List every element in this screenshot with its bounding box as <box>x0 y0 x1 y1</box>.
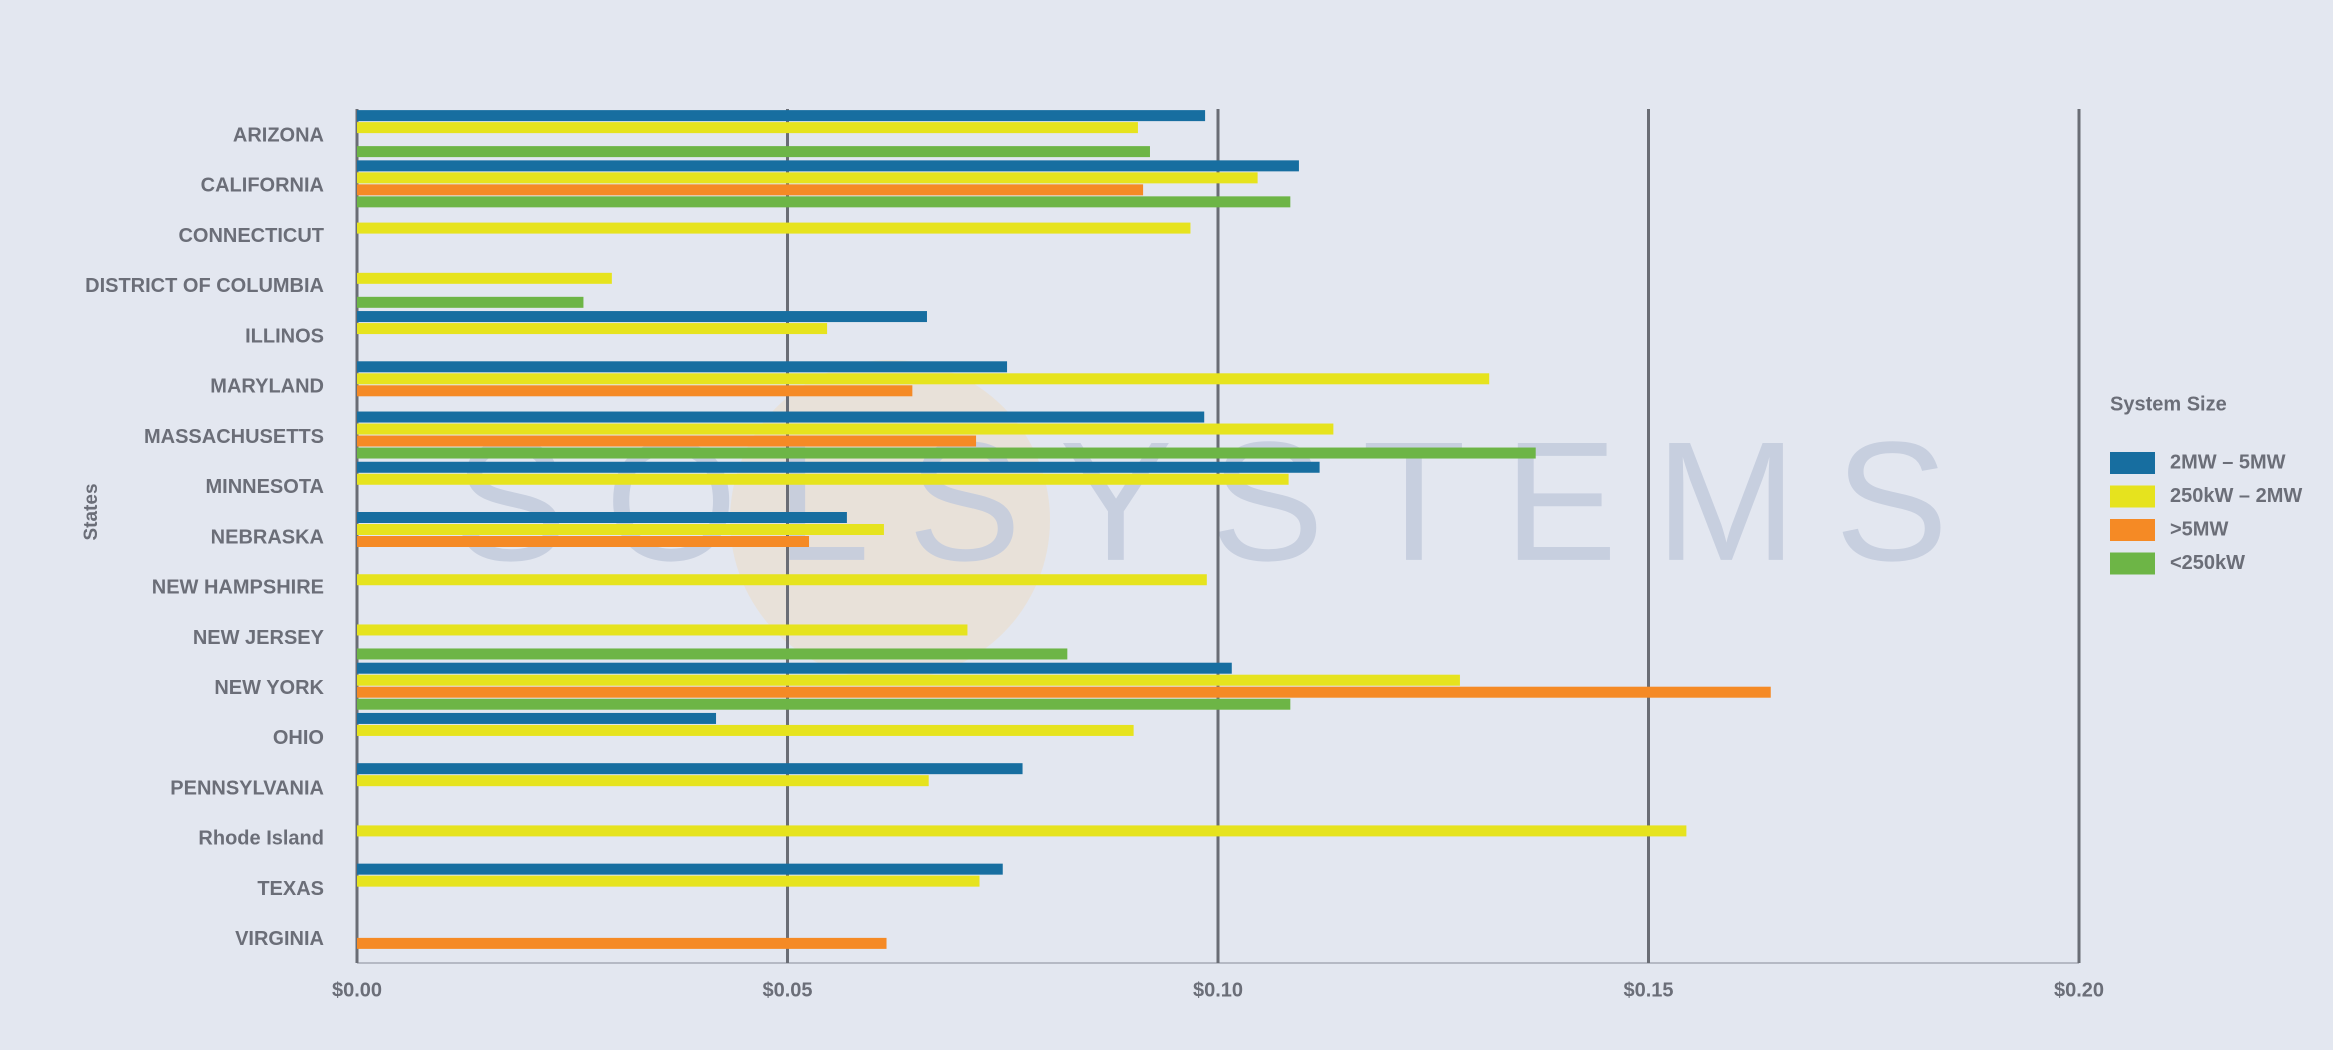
bar <box>357 524 884 535</box>
bar <box>357 146 1150 158</box>
y-tick-label: Rhode Island <box>198 828 324 850</box>
bar <box>357 624 968 636</box>
bar <box>357 184 1144 196</box>
bar <box>357 160 1299 172</box>
bar <box>357 686 1771 698</box>
bar <box>357 712 717 724</box>
bar <box>357 411 1205 423</box>
legend-swatch <box>2110 552 2155 575</box>
y-tick-label: NEBRASKA <box>211 526 324 548</box>
x-tick-label: $0.20 <box>2054 979 2104 1001</box>
y-axis-title: States <box>81 483 102 540</box>
bar <box>357 272 612 284</box>
bar <box>357 825 1687 837</box>
y-tick-label: ILLINOS <box>245 325 324 347</box>
bar <box>357 863 1003 875</box>
bar <box>357 110 1206 122</box>
y-tick-label: VIRGINIA <box>235 928 324 950</box>
bar <box>357 222 1191 234</box>
legend-swatch <box>2110 452 2155 474</box>
bar <box>357 373 1490 385</box>
bar <box>357 122 1138 134</box>
bar <box>357 724 1134 736</box>
legend-label: 250kW – 2MW <box>2170 485 2302 507</box>
x-tick-label: $0.00 <box>332 979 382 1001</box>
y-tick-label: CALIFORNIA <box>201 175 324 197</box>
bar <box>357 512 847 523</box>
y-tick-label: TEXAS <box>257 878 324 900</box>
bar <box>357 775 929 787</box>
y-tick-label: DISTRICT OF COLUMBIA <box>85 275 324 297</box>
bar <box>357 385 913 397</box>
y-tick-label: NEW JERSEY <box>193 627 325 649</box>
bar <box>357 172 1258 184</box>
bar <box>357 196 1291 208</box>
y-tick-label: NEW YORK <box>214 677 324 699</box>
bar <box>357 461 1320 473</box>
watermark: SOLSYSTEMS <box>454 407 1987 597</box>
y-tick-label: ARIZONA <box>233 124 324 146</box>
y-tick-label: PENNSYLVANIA <box>170 777 324 799</box>
legend-swatch <box>2110 485 2155 508</box>
legend-label: <250kW <box>2170 552 2245 574</box>
bar <box>357 473 1289 485</box>
bar <box>357 323 828 335</box>
y-tick-label: CONNECTICUT <box>178 225 324 247</box>
legend-title: System Size <box>2110 393 2227 415</box>
bar <box>357 423 1334 435</box>
bar <box>357 648 1068 660</box>
bar <box>357 574 1207 586</box>
x-tick-label: $0.10 <box>1193 979 1243 1001</box>
bar <box>357 662 1232 674</box>
bar <box>357 311 927 323</box>
x-tick-label: $0.15 <box>1623 979 1673 1001</box>
bar <box>357 536 810 547</box>
y-tick-label: NEW HAMPSHIRE <box>152 577 324 599</box>
bar <box>357 361 1008 373</box>
legend-label: >5MW <box>2170 518 2228 540</box>
y-tick-label: MARYLAND <box>210 376 324 398</box>
bar <box>357 447 1536 459</box>
bar <box>357 296 584 308</box>
bar <box>357 698 1291 710</box>
y-tick-label: MINNESOTA <box>205 476 324 498</box>
bar <box>357 674 1460 686</box>
legend-swatch <box>2110 519 2155 541</box>
bar <box>357 435 977 447</box>
y-tick-label: MASSACHUSETTS <box>144 426 324 448</box>
bar <box>357 763 1023 775</box>
x-tick-label: $0.05 <box>762 979 812 1001</box>
y-tick-label: OHIO <box>273 727 324 749</box>
legend-label: 2MW – 5MW <box>2170 451 2286 473</box>
bar <box>357 875 980 887</box>
bar <box>357 937 887 949</box>
